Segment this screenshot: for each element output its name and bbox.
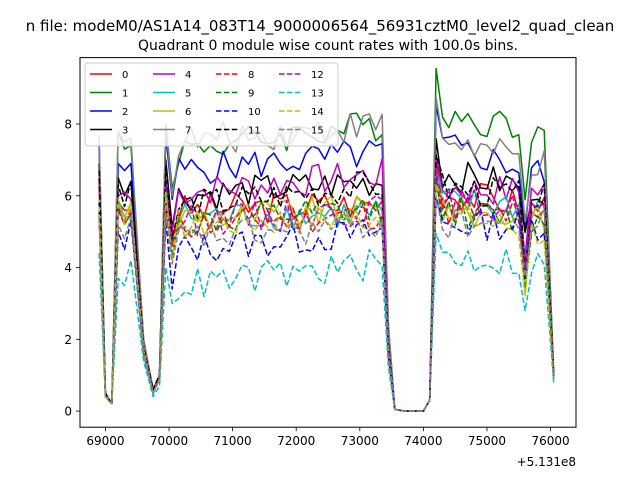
legend-label-15: 15 [311, 126, 324, 137]
chart-title: Quadrant 0 module wise count rates with … [138, 38, 518, 54]
legend-label-13: 13 [311, 89, 324, 100]
x-tick-label: 71000 [214, 434, 252, 448]
series-line-10 [98, 195, 555, 412]
x-tick-label: 72000 [277, 434, 315, 448]
series-line-11 [98, 154, 555, 412]
y-tick-label: 8 [64, 117, 72, 131]
series-line-3 [98, 137, 555, 412]
y-tick-label: 4 [64, 261, 72, 275]
y-tick-label: 2 [64, 333, 72, 347]
legend-label-7: 7 [185, 126, 191, 137]
series-line-13 [98, 232, 555, 412]
legend-label-11: 11 [248, 126, 261, 137]
series-line-2 [98, 104, 555, 412]
legend-label-10: 10 [248, 107, 261, 118]
plot-area-frame [79, 57, 577, 428]
legend-label-6: 6 [185, 107, 191, 118]
y-tick-label: 0 [64, 405, 72, 419]
x-tick-label: 74000 [404, 434, 442, 448]
legend-label-1: 1 [122, 89, 128, 100]
y-tick-label: 6 [64, 189, 72, 203]
series-line-14 [98, 183, 555, 412]
legend-label-12: 12 [311, 70, 324, 81]
x-tick-label: 70000 [150, 434, 188, 448]
series-line-12 [98, 170, 555, 412]
x-tick-label: 76000 [531, 434, 569, 448]
legend-label-9: 9 [248, 89, 254, 100]
series-line-4 [98, 154, 555, 412]
series-line-5 [98, 170, 555, 412]
x-axis-offset-label: +5.131e8 [517, 455, 576, 469]
axes-layer: 69000 70000 71000 72000 73000 74000 75000 76000… [64, 117, 569, 448]
x-tick-label: 73000 [341, 434, 379, 448]
x-tick-label: 69000 [86, 434, 124, 448]
legend-box [84, 62, 339, 147]
legend-label-8: 8 [248, 70, 254, 81]
legend-label-2: 2 [122, 107, 128, 118]
legend-label-5: 5 [185, 89, 191, 100]
x-tick-label: 75000 [468, 434, 506, 448]
legend-label-0: 0 [122, 70, 128, 81]
legend-label-4: 4 [185, 70, 191, 81]
legend-label-3: 3 [122, 126, 128, 137]
legend-label-14: 14 [311, 107, 324, 118]
series-line-15 [98, 195, 555, 412]
series-layer [98, 67, 555, 412]
figure-suptitle: n file: modeM0/AS1A14_083T14_9000006564_… [26, 17, 615, 36]
